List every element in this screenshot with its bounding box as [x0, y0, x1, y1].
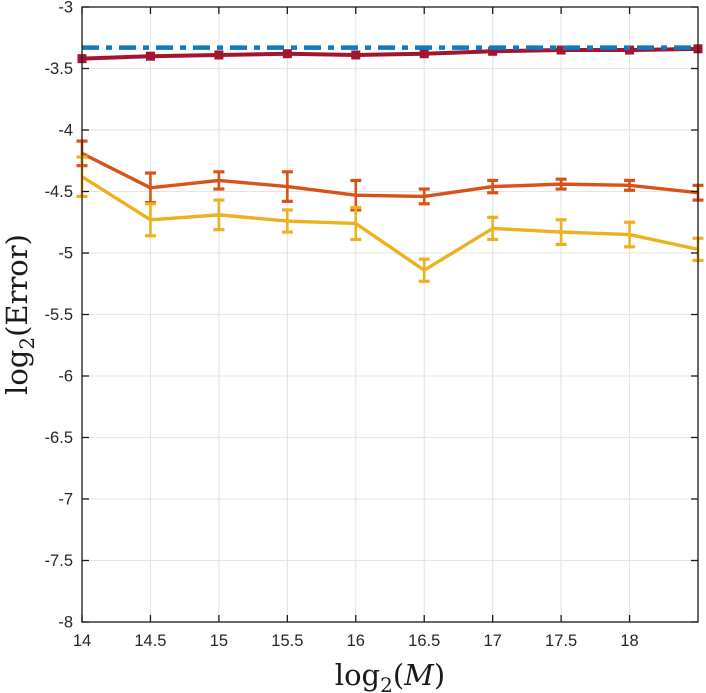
series-yellow-errorbar [76, 155, 704, 283]
y-tick-label: -7 [58, 491, 73, 509]
gridlines [82, 7, 698, 622]
y-tick-label: -5 [58, 245, 73, 263]
y-tick-label: -5.5 [45, 306, 73, 324]
y-tick-label: -7.5 [45, 552, 73, 570]
x-tick-label: 14 [73, 632, 91, 650]
y-tick-label: -4.5 [45, 183, 73, 201]
y-tick-label: -3 [58, 0, 73, 17]
axes-box [81, 6, 699, 623]
y-tick-label: -8 [58, 614, 73, 632]
series-orange-errorbar [76, 139, 704, 212]
y-axis-label: log2(Error) [0, 234, 39, 395]
y-tick-label: -4 [58, 122, 73, 140]
x-tick-label: 15.5 [271, 632, 303, 650]
x-tick-label: 17.5 [545, 632, 577, 650]
x-axis-label: log2(M) [335, 658, 445, 693]
x-tick-label: 16.5 [408, 632, 440, 650]
x-tick-label: 18 [620, 632, 638, 650]
x-tick-label: 14.5 [134, 632, 166, 650]
x-tick-label: 17 [483, 632, 501, 650]
y-tick-label: -3.5 [45, 60, 73, 78]
x-tick-label: 15 [210, 632, 228, 650]
y-tick-label: -6 [58, 368, 73, 386]
tick-labels: 14 14.5 15 15.5 16 16.5 17 17.5 18 -8 -7.5 -7 -6.5 -6… [45, 0, 639, 650]
y-tick-label: -6.5 [45, 429, 73, 447]
x-tick-label: 16 [347, 632, 365, 650]
